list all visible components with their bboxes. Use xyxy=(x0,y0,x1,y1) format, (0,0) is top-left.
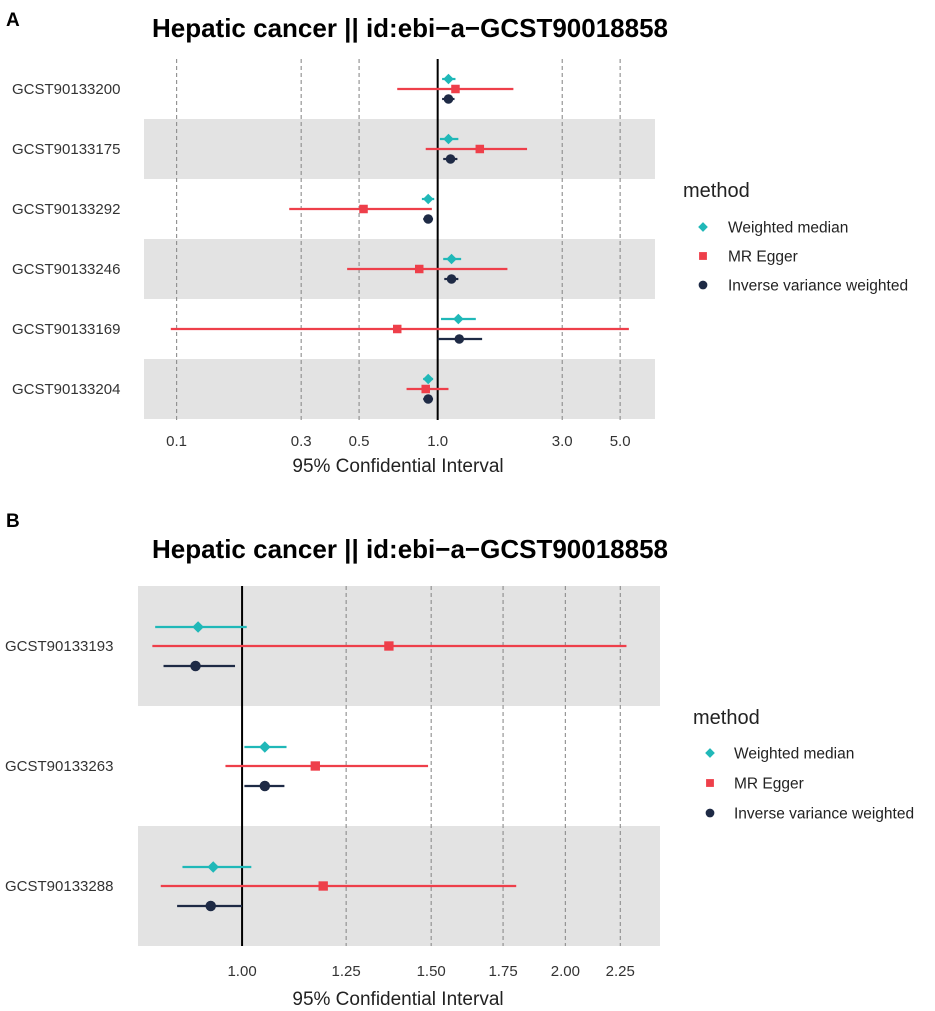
panel-b-GCST90133288-weighted_median-point xyxy=(207,861,219,873)
legend-b-title: method xyxy=(693,707,760,729)
panel-a-GCST90133204-ivw-point xyxy=(423,394,433,404)
panel-a-x-tick-label: 0.3 xyxy=(291,433,312,450)
legend-a-items: Weighted median MR Egger Inverse variance … xyxy=(698,220,908,295)
panel-b-GCST90133193-ivw-point xyxy=(190,660,201,672)
panel-a-GCST90133175-mr_egger-point xyxy=(475,144,485,154)
panel-b-estimates xyxy=(152,621,627,912)
panel-a-row-label: GCST90133292 xyxy=(12,201,120,218)
panel-a-GCST90133175-weighted_median-point xyxy=(443,133,454,145)
panel-b-title: Hepatic cancer || id:ebi−a−GCST90018858 xyxy=(152,534,668,564)
legend-a-mr_egger-swatch xyxy=(699,252,707,260)
panel-a-row-label: GCST90133169 xyxy=(12,321,120,338)
panel-b-x-axis-label: 95% Confidential Interval xyxy=(292,989,503,1010)
legend-b-ivw-label: Inverse variance weighted xyxy=(734,806,914,823)
panel-a-GCST90133204-mr_egger-point xyxy=(421,384,430,394)
panel-a-GCST90133246-mr_egger-point xyxy=(414,264,424,274)
panel-b-x-tick-label: 2.00 xyxy=(551,963,580,980)
panel-a: A Hepatic cancer || id:ebi−a−GCST9001885… xyxy=(6,10,668,477)
legend-a-ivw-label: Inverse variance weighted xyxy=(728,278,908,295)
panel-b-GCST90133193-weighted_median-point xyxy=(192,621,204,633)
panel-b-row-label: GCST90133263 xyxy=(5,758,113,775)
panel-b-GCST90133263-mr_egger-point xyxy=(310,761,320,771)
panel-a-GCST90133246-ivw-point xyxy=(446,274,457,284)
panel-b-x-tick-label: 1.25 xyxy=(332,963,361,980)
panel-a-GCST90133200-ivw-point xyxy=(443,94,454,104)
legend-b-weighted_median-label: Weighted median xyxy=(734,746,854,763)
panel-a-estimates xyxy=(170,73,629,404)
panel-a-GCST90133200-mr_egger-point xyxy=(451,84,460,94)
panel-a-GCST90133292-weighted_median-point xyxy=(422,193,434,205)
panel-a-x-axis-label: 95% Confidential Interval xyxy=(292,456,503,477)
panel-a-x-tick-label: 0.1 xyxy=(166,433,187,450)
panel-a-x-tick-label: 5.0 xyxy=(610,433,631,450)
panel-b-letter: B xyxy=(6,511,20,532)
panel-a-title: Hepatic cancer || id:ebi−a−GCST90018858 xyxy=(152,13,668,43)
panel-b-row-label: GCST90133193 xyxy=(5,638,113,655)
legend-b-weighted_median-swatch xyxy=(705,748,715,758)
panel-b-GCST90133288-ivw-point xyxy=(205,900,216,912)
panel-a-row-label: GCST90133200 xyxy=(12,81,120,98)
legend-a-title: method xyxy=(683,180,750,202)
panel-b-x-tick-label: 1.00 xyxy=(227,963,256,980)
panel-a-x-tick-label: 1.0 xyxy=(427,433,448,450)
legend-a: method Weighted median MR Egger Inverse va… xyxy=(683,180,908,295)
legend-b-items: Weighted median MR Egger Inverse variance … xyxy=(705,746,914,823)
panel-b: B Hepatic cancer || id:ebi−a−GCST9001885… xyxy=(5,511,668,1010)
legend-a-ivw-swatch xyxy=(698,280,708,290)
panel-b-GCST90133263-weighted_median-point xyxy=(259,741,271,753)
panel-a-x-tick-label: 3.0 xyxy=(552,433,573,450)
panel-a-GCST90133169-ivw-point xyxy=(454,334,465,344)
panel-a-x-tick-labels: 0.1 0.3 0.5 1.0 3.0 5.0 xyxy=(166,433,630,450)
legend-a-weighted_median-swatch xyxy=(698,222,708,232)
panel-a-row-labels: GCST90133200 GCST90133175 GCST90133292 GCST… xyxy=(12,81,120,398)
panel-b-x-tick-label: 1.50 xyxy=(417,963,446,980)
panel-a-GCST90133292-ivw-point xyxy=(423,214,433,224)
panel-b-row-labels: GCST90133193 GCST90133263 GCST90133288 xyxy=(5,638,113,895)
legend-a-weighted_median-label: Weighted median xyxy=(728,220,848,237)
legend-b-mr_egger-swatch xyxy=(706,779,714,787)
panel-a-GCST90133292-mr_egger-point xyxy=(359,204,368,214)
panel-b-x-tick-label: 1.75 xyxy=(488,963,517,980)
panel-a-row-label: GCST90133175 xyxy=(12,141,120,158)
panel-a-GCST90133204-weighted_median-point xyxy=(422,373,434,385)
panel-a-band-GCST90133204 xyxy=(144,359,655,419)
panel-b-row-label: GCST90133288 xyxy=(5,878,113,895)
panel-a-GCST90133175-ivw-point xyxy=(445,154,456,164)
legend-a-mr_egger-label: MR Egger xyxy=(728,249,798,266)
legend-b: method Weighted median MR Egger Inverse va… xyxy=(693,707,914,823)
panel-a-GCST90133200-weighted_median-point xyxy=(443,73,454,85)
panel-b-GCST90133263-ivw-point xyxy=(259,780,271,792)
panel-a-row-label: GCST90133204 xyxy=(12,381,120,398)
panel-a-row-label: GCST90133246 xyxy=(12,261,120,278)
panel-a-GCST90133169-mr_egger-point xyxy=(392,324,402,334)
panel-a-x-tick-label: 0.5 xyxy=(349,433,370,450)
panel-b-x-tick-labels: 1.00 1.25 1.50 1.75 2.00 2.25 xyxy=(227,963,634,980)
panel-a-GCST90133169-weighted_median-point xyxy=(453,313,464,325)
legend-b-mr_egger-label: MR Egger xyxy=(734,776,804,793)
panel-b-GCST90133193-mr_egger-point xyxy=(384,641,394,651)
panel-b-GCST90133288-mr_egger-point xyxy=(318,881,328,891)
panel-a-letter: A xyxy=(6,10,20,31)
legend-b-ivw-swatch xyxy=(705,808,715,818)
panel-a-GCST90133246-weighted_median-point xyxy=(446,253,457,265)
panel-a-band-GCST90133175 xyxy=(144,119,655,179)
panel-b-x-tick-label: 2.25 xyxy=(606,963,635,980)
